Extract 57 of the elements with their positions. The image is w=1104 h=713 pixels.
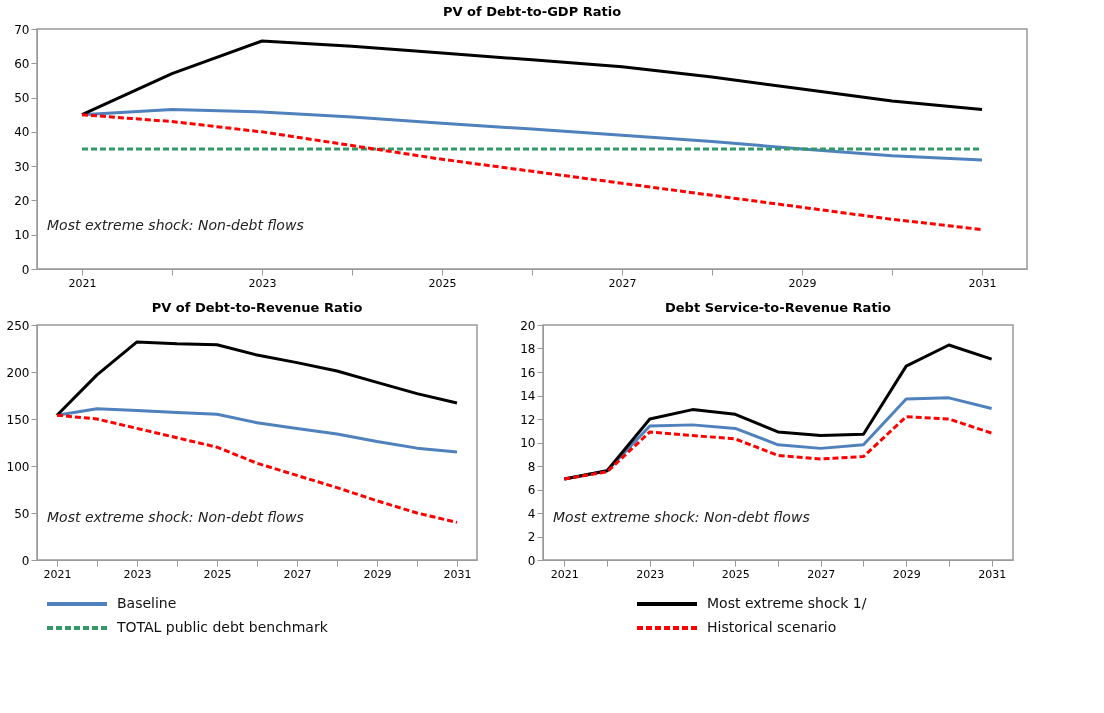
x-tick-label: 2029 <box>788 276 817 290</box>
legend-label: Most extreme shock 1/ <box>707 595 867 611</box>
legend-label: TOTAL public debt benchmark <box>116 619 329 635</box>
x-tick-label: 2027 <box>608 276 637 290</box>
y-tick-label: 10 <box>520 436 536 450</box>
line-series <box>80 39 984 117</box>
x-tick-label: 2031 <box>968 276 997 290</box>
line-series <box>55 340 459 417</box>
x-tick-label: 2031 <box>443 567 472 581</box>
x-tick-label: 2023 <box>248 276 277 290</box>
chart-title: PV of Debt-to-Revenue Ratio <box>151 300 363 315</box>
y-tick-label: 20 <box>520 318 536 333</box>
annotation: Most extreme shock: Non-debt flows <box>47 216 304 233</box>
y-tick-label: 30 <box>14 159 30 174</box>
x-tick-label: 2023 <box>636 567 665 581</box>
y-tick-label: 50 <box>14 91 30 106</box>
y-tick-label: 0 <box>527 553 536 568</box>
y-tick-label: 50 <box>14 506 30 521</box>
y-tick-label: 250 <box>6 318 30 333</box>
y-tick-label: 70 <box>14 22 30 37</box>
x-tick-label: 2025 <box>203 567 232 581</box>
y-tick-label: 4 <box>527 506 536 521</box>
chart-title: Debt Service-to-Revenue Ratio <box>665 300 892 315</box>
x-tick-label: 2021 <box>550 567 579 581</box>
x-tick-label: 2021 <box>68 276 97 290</box>
x-tick-label: 2025 <box>428 276 457 290</box>
legend-label: Baseline <box>117 595 177 611</box>
line-series <box>80 113 984 232</box>
annotation: Most extreme shock: Non-debt flows <box>47 508 304 525</box>
line-series <box>562 415 994 481</box>
x-tick-label: 2031 <box>978 567 1007 581</box>
x-tick-label: 2027 <box>283 567 312 581</box>
y-tick-label: 12 <box>520 412 536 427</box>
y-tick-label: 2 <box>527 530 536 544</box>
y-tick-label: 8 <box>527 459 536 474</box>
annotation: Most extreme shock: Non-debt flows <box>553 508 810 525</box>
y-tick-label: 200 <box>6 365 30 380</box>
chart-title: PV of Debt-to-GDP Ratio <box>442 4 622 19</box>
y-tick-label: 150 <box>6 412 30 427</box>
y-tick-label: 0 <box>21 553 30 568</box>
y-tick-label: 18 <box>520 342 536 356</box>
y-tick-label: 6 <box>527 483 536 497</box>
y-tick-label: 16 <box>520 365 536 380</box>
x-tick-label: 2029 <box>892 567 921 581</box>
y-tick-label: 40 <box>14 125 30 140</box>
y-tick-label: 100 <box>6 459 30 474</box>
y-tick-label: 60 <box>14 56 30 71</box>
y-tick-label: 20 <box>14 193 30 208</box>
x-tick-label: 2021 <box>43 567 72 581</box>
x-tick-label: 2027 <box>807 567 836 581</box>
x-tick-label: 2025 <box>721 567 750 581</box>
legend-label: Historical scenario <box>707 619 837 635</box>
x-tick-label: 2023 <box>123 567 152 581</box>
y-tick-label: 10 <box>14 228 30 243</box>
x-tick-label: 2029 <box>363 567 392 581</box>
y-tick-label: 14 <box>520 389 536 403</box>
y-tick-label: 0 <box>21 262 30 277</box>
